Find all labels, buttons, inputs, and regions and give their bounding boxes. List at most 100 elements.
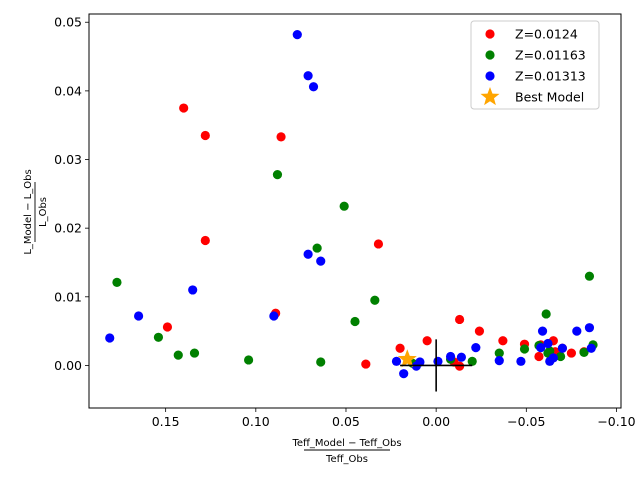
y-axis-label-denominator: L_Obs — [38, 197, 49, 227]
x-tick-label: 0.10 — [242, 414, 270, 429]
legend-label: Z=0.01313 — [515, 69, 586, 84]
data-point — [579, 347, 589, 358]
data-point — [112, 277, 122, 287]
data-point — [584, 271, 595, 281]
y-tick-label: 0.00 — [54, 358, 82, 373]
reference-crosshair — [400, 339, 473, 392]
best-model-star-marker — [397, 349, 417, 368]
y-axis-label-numerator: L_Model − L_Obs — [23, 169, 34, 254]
series-3 — [105, 29, 596, 379]
x-tick-label: 0.05 — [332, 414, 360, 429]
data-point — [586, 343, 596, 353]
data-point — [494, 348, 504, 358]
data-point — [303, 249, 313, 259]
data-point — [474, 326, 485, 336]
data-point — [543, 338, 553, 349]
data-point — [339, 201, 349, 211]
data-point — [572, 326, 582, 336]
y-axis: 0.00 0.01 0.02 0.03 0.04 0.05 — [54, 15, 89, 373]
data-point — [415, 357, 425, 367]
data-point — [519, 344, 530, 354]
data-point — [269, 311, 279, 321]
y-axis-label: L_Model − L_Obs L_Obs — [23, 169, 49, 254]
y-tick-label: 0.05 — [54, 15, 82, 30]
data-point — [391, 356, 402, 366]
data-point — [548, 353, 558, 363]
data-point — [557, 343, 567, 353]
data-point — [537, 326, 548, 336]
data-point — [555, 351, 566, 362]
data-point — [454, 314, 465, 325]
data-point — [312, 243, 322, 253]
data-point — [133, 311, 144, 321]
data-point — [370, 295, 380, 305]
data-point — [200, 130, 210, 141]
data-point — [153, 332, 164, 342]
legend-star-marker — [480, 87, 500, 106]
data-point — [494, 356, 504, 366]
data-point — [303, 71, 313, 81]
x-axis-label: Teff_Model − Teff_Obs Teff_Obs — [291, 438, 401, 465]
data-point — [566, 348, 577, 358]
data-point — [276, 132, 286, 142]
legend-marker — [485, 29, 495, 39]
data-point — [422, 336, 432, 346]
plot-frame — [88, 13, 622, 409]
data-point — [350, 316, 360, 327]
legend-items: Z=0.0124 Z=0.01163 Z=0.01313 Best Model — [480, 27, 586, 106]
x-axis-label-numerator: Teff_Model − Teff_Obs — [291, 438, 401, 449]
data-point — [399, 369, 409, 379]
legend-marker — [485, 71, 495, 81]
data-point — [433, 356, 443, 366]
x-tick-label: −0.10 — [597, 414, 635, 429]
data-point — [179, 103, 189, 113]
legend-box — [470, 20, 600, 110]
legend-item: Z=0.01163 — [485, 48, 586, 63]
data-marks — [105, 29, 598, 379]
legend-item: Best Model — [480, 87, 584, 106]
data-point — [541, 309, 551, 319]
data-point — [189, 348, 200, 358]
data-point — [308, 82, 319, 92]
legend-label: Z=0.0124 — [515, 27, 578, 42]
y-tick-label: 0.01 — [54, 289, 82, 304]
legend-label: Z=0.01163 — [515, 48, 586, 63]
data-point — [545, 346, 555, 356]
legend-item: Z=0.01313 — [485, 69, 586, 84]
series-4 — [397, 349, 417, 368]
data-point — [456, 352, 466, 362]
data-point — [188, 285, 198, 295]
data-point — [373, 239, 384, 249]
data-point — [361, 359, 371, 369]
x-axis-label-denominator: Teff_Obs — [325, 454, 368, 465]
x-tick-label: 0.15 — [152, 414, 180, 429]
data-point — [244, 355, 254, 365]
legend-label: Best Model — [515, 90, 584, 105]
data-point — [498, 336, 508, 346]
x-axis: 0.15 0.10 0.05 0.00 −0.05 −0.10 — [152, 408, 636, 429]
x-tick-label: −0.05 — [507, 414, 545, 429]
data-point — [105, 333, 115, 343]
y-tick-label: 0.03 — [54, 152, 82, 167]
data-point — [162, 322, 173, 332]
data-point — [516, 356, 526, 366]
y-tick-label: 0.04 — [54, 83, 82, 98]
data-point — [584, 323, 595, 333]
data-point — [467, 356, 477, 366]
data-point — [536, 342, 546, 353]
data-point — [272, 170, 283, 180]
data-point — [471, 342, 481, 353]
y-tick-label: 0.02 — [54, 221, 82, 236]
data-point — [534, 351, 544, 362]
data-point — [316, 256, 326, 266]
data-point — [445, 351, 456, 362]
data-point — [292, 29, 302, 40]
data-point — [395, 343, 405, 353]
legend-marker — [485, 50, 495, 60]
x-tick-label: 0.00 — [422, 414, 450, 429]
data-point — [316, 357, 326, 367]
data-point — [173, 350, 183, 360]
legend: Z=0.0124 Z=0.01163 Z=0.01313 Best Model — [470, 20, 600, 110]
data-point — [200, 235, 210, 246]
